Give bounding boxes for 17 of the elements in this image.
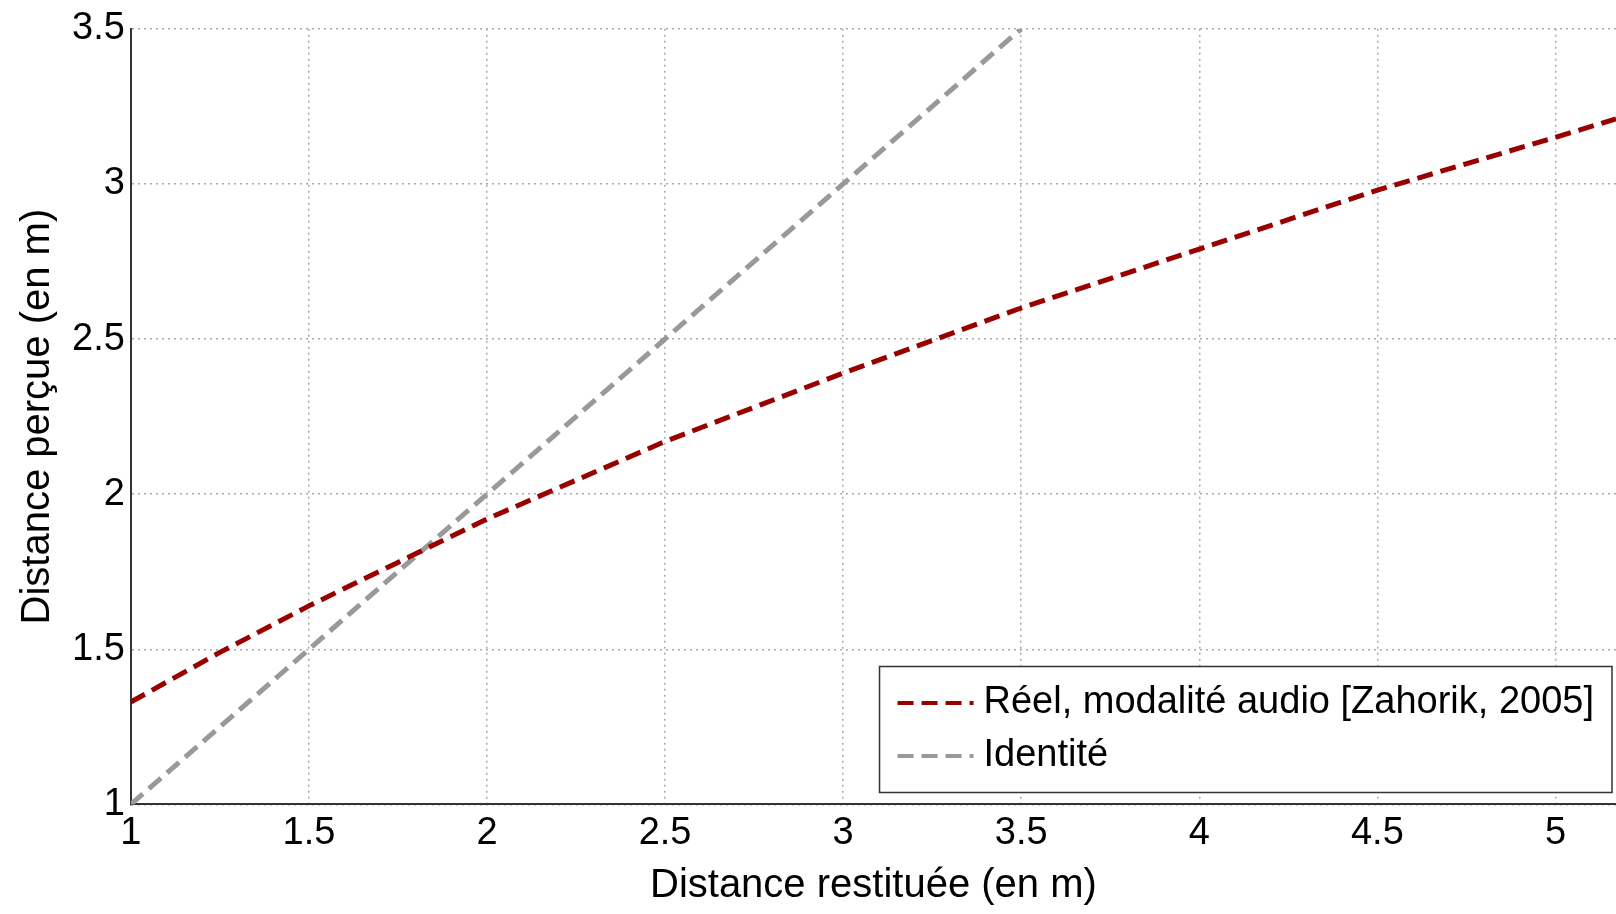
x-tick-label: 2.5 bbox=[638, 809, 692, 852]
x-tick-label: 2 bbox=[476, 809, 498, 852]
x-tick-label: 3 bbox=[832, 809, 854, 852]
y-tick-label: 3 bbox=[103, 160, 125, 203]
legend-label: Réel, modalité audio [Zahorik, 2005] bbox=[983, 679, 1594, 722]
x-tick-label: 5 bbox=[1544, 809, 1567, 852]
x-tick-label: 3.5 bbox=[994, 809, 1048, 852]
y-tick-label: 1.5 bbox=[72, 625, 125, 668]
y-tick-label: 2.5 bbox=[72, 315, 125, 358]
x-tick-label: 4 bbox=[1188, 809, 1210, 852]
y-tick-label: 2 bbox=[103, 470, 125, 513]
legend-label: Identité bbox=[983, 732, 1109, 775]
y-axis-title: Distance perçue (en m) bbox=[13, 208, 58, 625]
x-tick-label: 1.5 bbox=[282, 809, 336, 852]
x-axis-title: Distance restituée (en m) bbox=[649, 861, 1097, 906]
x-tick-label: 4.5 bbox=[1350, 809, 1404, 852]
y-tick-label: 3.5 bbox=[72, 5, 125, 48]
